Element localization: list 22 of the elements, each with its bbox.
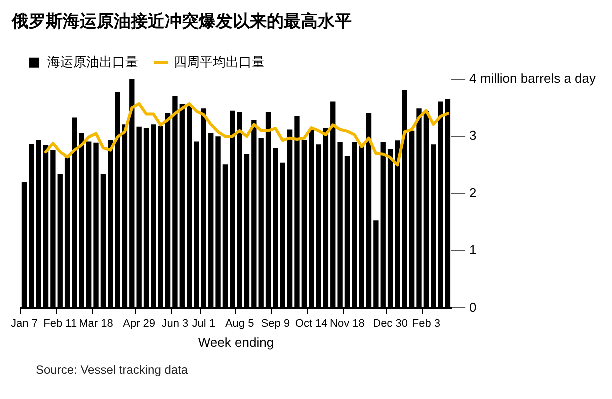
- y-tick-label: 4 million barrels a day: [470, 70, 596, 86]
- x-tick-label: Nov 18: [330, 318, 365, 330]
- x-tick-label: Feb 3: [412, 318, 441, 330]
- x-tick-label: Jan 7: [11, 318, 38, 330]
- legend-label: 海运原油出口量: [48, 54, 138, 70]
- x-tick-label: Dec 30: [373, 318, 408, 330]
- x-tick-label: Jul 1: [192, 318, 216, 330]
- x-tick-label: Oct 14: [295, 318, 328, 330]
- source-note: Source: Vessel tracking data: [36, 363, 190, 377]
- y-tick-label: 1: [470, 242, 477, 258]
- x-tick-label: Jun 3: [162, 318, 189, 330]
- legend-label: 四周平均出口量: [174, 54, 265, 70]
- y-tick-label: 2: [470, 185, 477, 200]
- x-tick-label: Sep 9: [261, 318, 290, 330]
- x-tick-label: Feb 11: [44, 318, 78, 330]
- y-tick-label: 0: [470, 300, 477, 315]
- x-tick-label: Aug 5: [225, 318, 254, 330]
- x-tick-label: Mar 18: [79, 318, 114, 330]
- x-tick-label: Apr 29: [123, 318, 156, 330]
- x-axis-title: Week ending: [198, 334, 274, 350]
- chart-title: 俄罗斯海运原油接近冲突爆发以来的最高水平: [11, 12, 352, 31]
- y-tick-label: 3: [470, 128, 477, 144]
